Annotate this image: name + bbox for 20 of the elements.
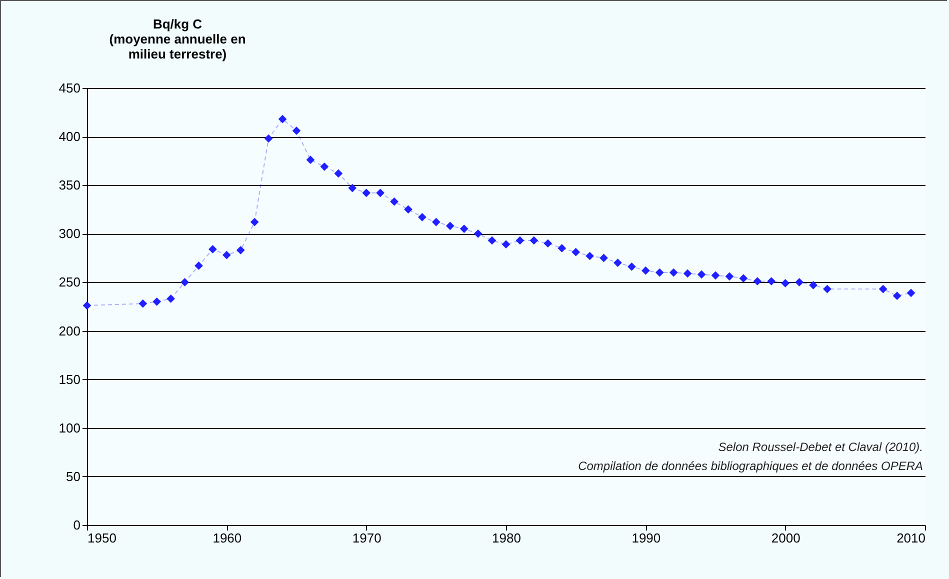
- y-tick-label: 250: [58, 274, 80, 290]
- y-tick-label: 350: [58, 178, 80, 193]
- x-tick-label: 1950: [88, 530, 116, 546]
- y-axis-title: Bq/kg C (moyenne annuelle en milieu terrestre): [109, 16, 246, 62]
- y-tick-label: 450: [58, 80, 80, 96]
- y-tick-label: 0: [73, 518, 80, 532]
- y-tick-label: 50: [66, 468, 80, 484]
- y-tick-label: 200: [58, 323, 80, 338]
- x-tick-label: 2000: [771, 530, 800, 546]
- x-tick-label: 1960: [212, 530, 242, 546]
- x-tick-label: 1990: [632, 530, 661, 546]
- y-tick-label: 400: [58, 129, 80, 144]
- annotation: Compilation de données bibliographiques et de données OPERA: [578, 459, 923, 473]
- x-tick-label: 2010: [896, 530, 926, 546]
- y-tick-label: 150: [58, 372, 80, 387]
- x-tick-label: 1970: [352, 530, 382, 546]
- y-tick-label: 300: [58, 226, 80, 242]
- annotation: Selon Roussel-Debet et Claval (2010).: [718, 440, 923, 454]
- y-tick-label: 100: [58, 420, 80, 436]
- x-tick-label: 1980: [492, 530, 521, 546]
